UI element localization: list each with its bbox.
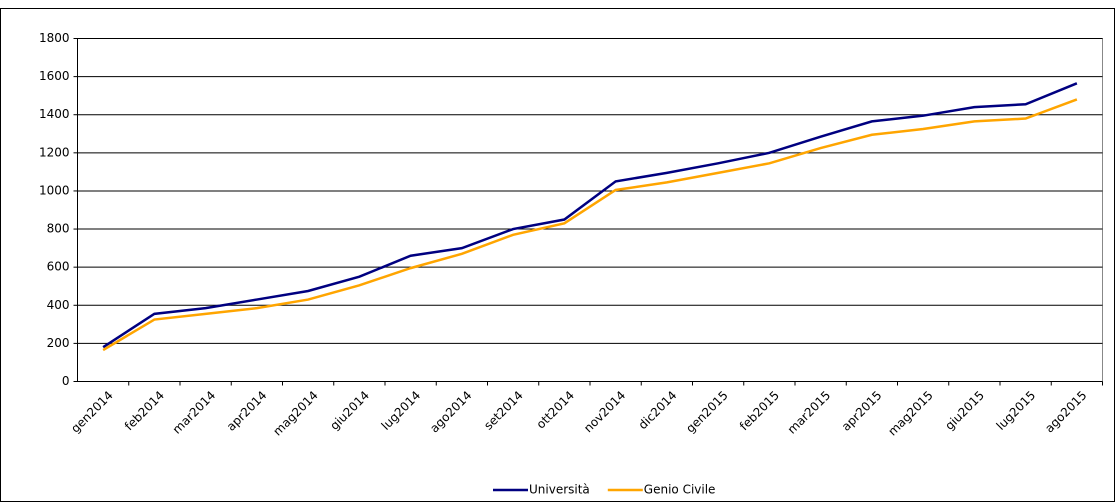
y-tick-label: 1800 [39, 31, 70, 45]
series-line [102, 98, 1078, 352]
y-tick-label: 1000 [39, 183, 70, 197]
y-tick-label: 600 [47, 260, 70, 274]
plot-area [77, 38, 1103, 382]
legend-label: Università [529, 483, 590, 497]
y-tick-label: 200 [47, 336, 70, 350]
y-tick-label: 800 [47, 222, 70, 236]
y-tick-label: 0 [62, 374, 70, 388]
y-tick-label: 400 [47, 298, 70, 312]
y-tick-label: 1600 [39, 69, 70, 83]
y-tick-label: 1200 [39, 145, 70, 159]
legend-label: Genio Civile [644, 483, 716, 497]
series-line [102, 82, 1078, 349]
y-tick-label: 1400 [39, 107, 70, 121]
